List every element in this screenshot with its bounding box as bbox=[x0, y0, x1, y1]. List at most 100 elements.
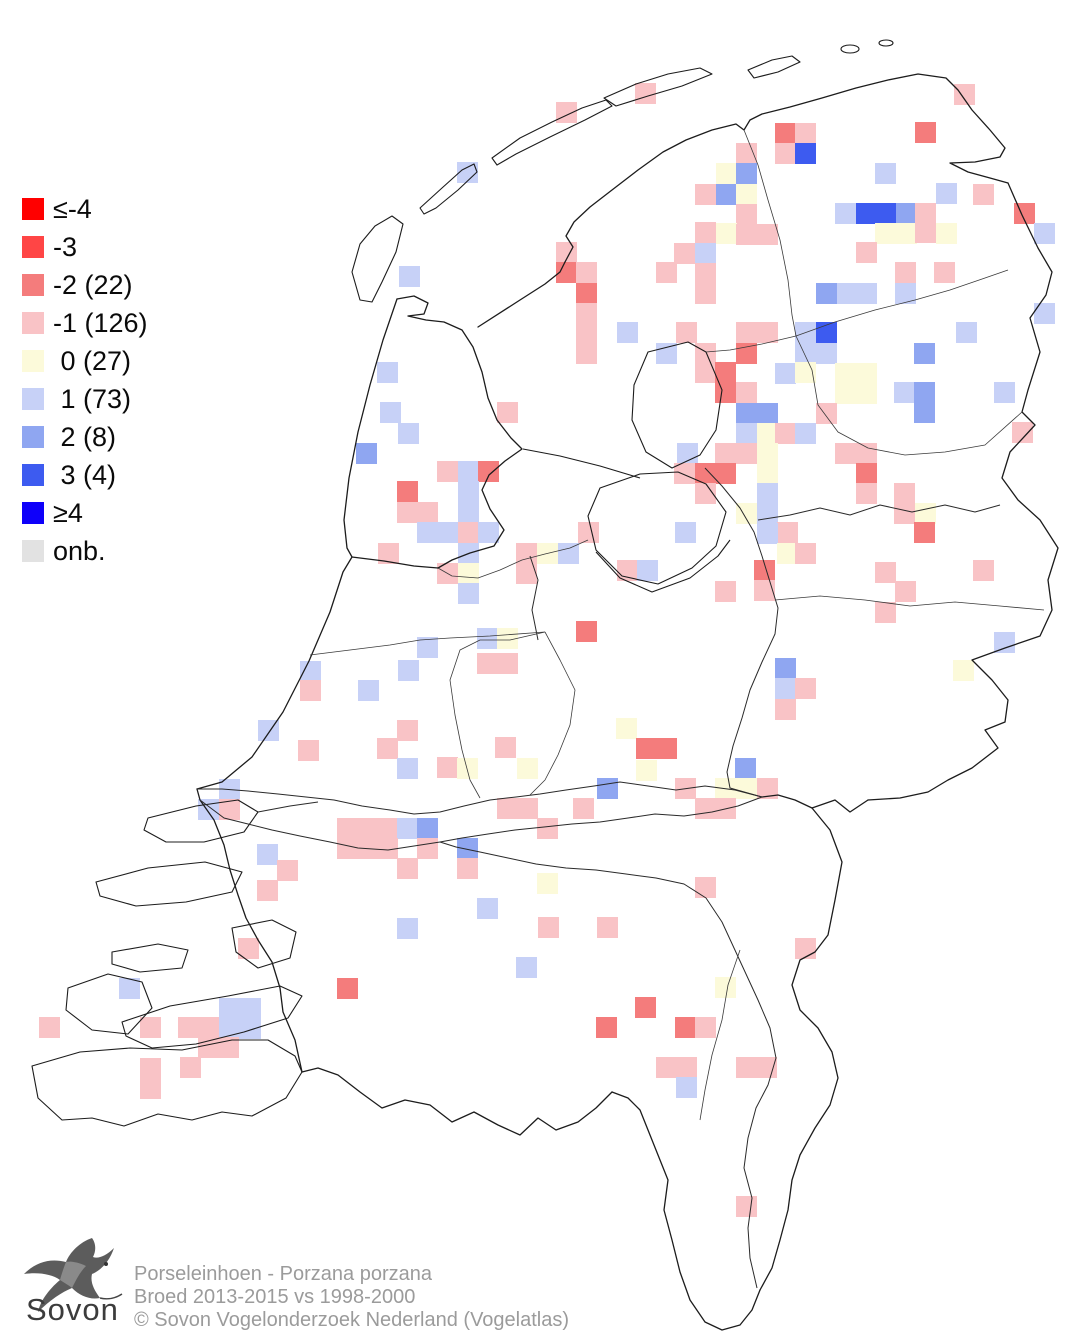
grid-cell bbox=[973, 560, 994, 581]
grid-cell bbox=[757, 503, 778, 524]
grid-cell bbox=[757, 463, 778, 484]
grid-cell bbox=[676, 1077, 697, 1098]
grid-cell bbox=[457, 758, 478, 779]
grid-cell bbox=[119, 978, 140, 999]
grid-cell bbox=[757, 224, 778, 245]
grid-cell bbox=[357, 818, 378, 839]
legend-item-p1: 1 (73) bbox=[22, 384, 148, 414]
grid-cell bbox=[894, 503, 915, 524]
grid-cell bbox=[397, 720, 418, 741]
grid-cell bbox=[775, 423, 796, 444]
grid-cell bbox=[358, 680, 379, 701]
grid-cell bbox=[856, 242, 877, 263]
grid-cell bbox=[894, 382, 915, 403]
sovon-swallow-logo-icon bbox=[24, 1238, 123, 1312]
grid-cell bbox=[478, 461, 499, 482]
grid-cell bbox=[856, 463, 877, 484]
grid-cell bbox=[914, 343, 935, 364]
grid-cell bbox=[656, 738, 677, 759]
grid-cell bbox=[715, 463, 736, 484]
grid-cell bbox=[695, 263, 716, 284]
grid-cell bbox=[377, 362, 398, 383]
grid-cell bbox=[934, 262, 955, 283]
grid-cell bbox=[757, 322, 778, 343]
grid-cell bbox=[835, 203, 856, 224]
grid-cell bbox=[894, 483, 915, 504]
grid-cell bbox=[337, 818, 358, 839]
grid-cell bbox=[438, 522, 459, 543]
grid-cell bbox=[516, 957, 537, 978]
grid-cell bbox=[736, 382, 757, 403]
grid-cell bbox=[458, 583, 479, 604]
grid-cell bbox=[716, 184, 737, 205]
legend-label: 2 (8) bbox=[53, 422, 117, 452]
grid-cell bbox=[674, 243, 695, 264]
grid-cell bbox=[757, 523, 778, 544]
grid-cell bbox=[556, 262, 577, 283]
province-borders-group bbox=[309, 129, 1045, 1121]
grid-cell bbox=[754, 560, 775, 581]
grid-cell bbox=[895, 262, 916, 283]
grid-cell bbox=[635, 997, 656, 1018]
grid-cell bbox=[735, 758, 756, 779]
grid-cell bbox=[716, 223, 737, 244]
caption-copyright: © Sovon Vogelonderzoek Nederland (Vogela… bbox=[134, 1309, 570, 1331]
grid-cell bbox=[576, 283, 597, 304]
grid-cell bbox=[795, 123, 816, 144]
grid-cell bbox=[754, 580, 775, 601]
grid-cell bbox=[298, 740, 319, 761]
grid-cell bbox=[695, 877, 716, 898]
grid-cell bbox=[736, 143, 757, 164]
grid-cell bbox=[397, 818, 418, 839]
grid-cell bbox=[875, 223, 896, 244]
grid-cell bbox=[775, 363, 796, 384]
grid-cell bbox=[695, 1017, 716, 1038]
grid-cell bbox=[856, 203, 877, 224]
grid-cell bbox=[477, 898, 498, 919]
rivers-group bbox=[197, 467, 1001, 1289]
legend-item-m3: -3 bbox=[22, 234, 148, 261]
grid-cell bbox=[457, 838, 478, 859]
legend-item-p3: 3 (4) bbox=[22, 462, 148, 489]
grid-cell bbox=[178, 1017, 199, 1038]
grid-cell bbox=[558, 543, 579, 564]
legend-swatch-z bbox=[22, 350, 44, 372]
grid-cell bbox=[795, 543, 816, 564]
grid-cell bbox=[777, 522, 798, 543]
grid-cell bbox=[458, 502, 479, 523]
grid-cell bbox=[656, 262, 677, 283]
grid-cell bbox=[497, 628, 518, 649]
legend-swatch-p1 bbox=[22, 388, 44, 410]
grid-cell bbox=[994, 632, 1015, 653]
grid-cell bbox=[219, 998, 240, 1019]
legend-item-onb: onb. bbox=[22, 538, 148, 565]
grid-cell bbox=[816, 283, 837, 304]
grid-cell bbox=[140, 1078, 161, 1099]
grid-cell bbox=[377, 818, 398, 839]
grid-cell bbox=[637, 560, 658, 581]
grid-cell bbox=[835, 443, 856, 464]
grid-cell bbox=[856, 443, 877, 464]
grid-cell bbox=[676, 1057, 697, 1078]
legend-swatch-m3 bbox=[22, 236, 44, 258]
grid-cell bbox=[1034, 303, 1055, 324]
grid-cell bbox=[777, 543, 798, 564]
grid-cell bbox=[437, 757, 458, 778]
grid-cell bbox=[457, 162, 478, 183]
legend-label: 1 (73) bbox=[53, 384, 132, 414]
grid-cell bbox=[597, 917, 618, 938]
grid-cell bbox=[576, 262, 597, 283]
grid-cell bbox=[417, 502, 438, 523]
grid-cell bbox=[576, 323, 597, 344]
grid-cell bbox=[377, 738, 398, 759]
grid-cell bbox=[437, 461, 458, 482]
grid-cell bbox=[736, 1057, 757, 1078]
grid-cell bbox=[973, 184, 994, 205]
grid-cell bbox=[397, 758, 418, 779]
grid-cell bbox=[656, 1057, 677, 1078]
grid-cell bbox=[775, 699, 796, 720]
grid-cell bbox=[537, 873, 558, 894]
legend-swatch-m4 bbox=[22, 198, 44, 220]
grid-cell bbox=[458, 563, 479, 584]
